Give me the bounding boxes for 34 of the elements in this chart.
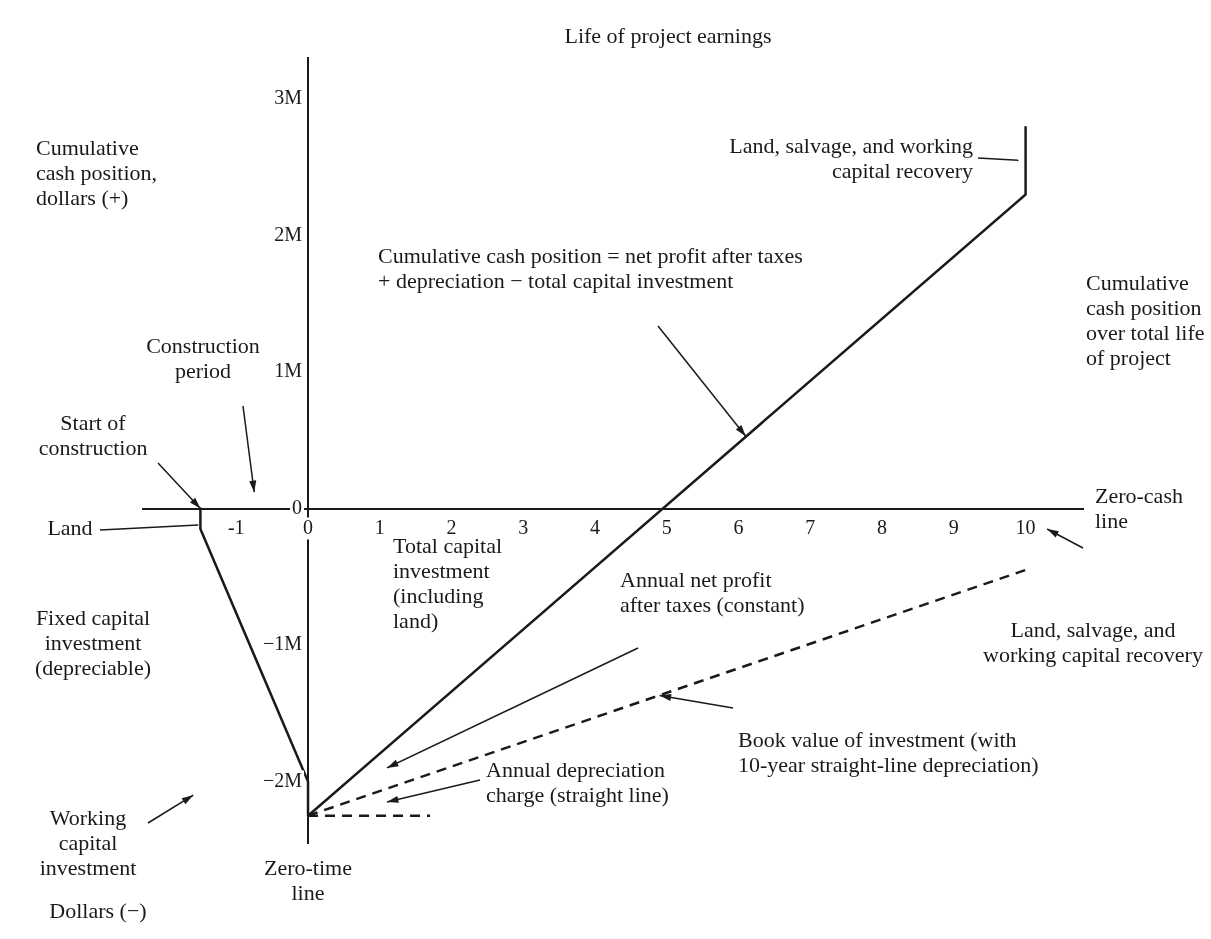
x-tick-label: 2 [446,515,457,538]
y-tick-label: −1M [262,632,303,655]
annotation: Construction period [146,332,260,383]
annotation: Cumulative cash position = net profit after taxes + depreciation − total capital investment [378,242,803,293]
x-tick-label: 10 [1015,515,1036,538]
annotation: Annual depreciation charge (straight line) [486,756,669,807]
x-tick-label: 6 [733,515,744,538]
y-tick-label: 3M [274,86,303,109]
x-tick-label: 5 [661,515,672,538]
x-tick-label: 3 [518,515,529,538]
annotation: Annual net profit after taxes (constant) [620,566,805,617]
x-tick-label: -1 [227,515,245,538]
x-tick-label: 7 [805,515,816,538]
x-tick-label: 4 [590,515,601,538]
y-tick-label: 2M [274,222,303,245]
x-tick-label: 9 [948,515,959,538]
annotation: Start of construction [38,409,148,460]
x-tick-label: 1 [374,515,385,538]
y-axis-title: Cumulative cash position, dollars (+) [36,134,157,210]
text: Cumulative cash position over total life of project [1086,269,1205,370]
y-tick-label: 1M [274,359,303,382]
annotation: Fixed capital investment (depreciable) [34,604,152,680]
x-axis-title: Zero-cash line [1095,483,1183,534]
text: Zero-time line [264,854,352,905]
annotation: Book value of investment (with 10-year straight-line depreciation) [738,726,1039,777]
text: Dollars (−) [49,897,147,923]
text: Land [47,514,93,540]
y-tick-label: −2M [262,768,303,791]
text: Working capital investment [39,804,137,880]
annotation: Land, salvage, and working capital recovery [729,132,973,183]
x-tick-label: 8 [877,515,888,538]
text: Life of project earnings [564,22,772,48]
y-tick-label: 0 [292,495,303,518]
annotation: Land, salvage, and working capital recovery [983,616,1203,667]
